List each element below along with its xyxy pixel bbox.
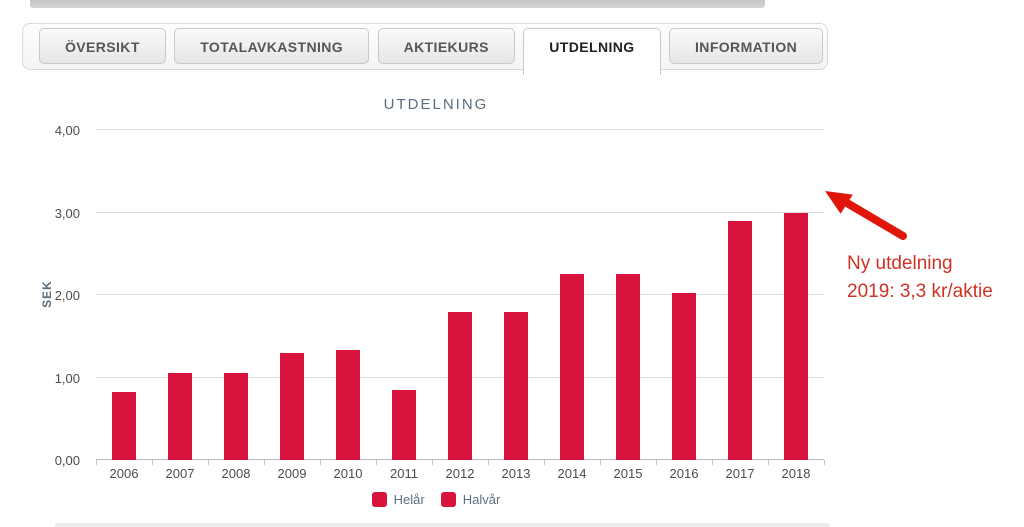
x-tick-label: 2016 bbox=[669, 466, 699, 481]
x-tick-label: 2009 bbox=[277, 466, 307, 481]
gridline bbox=[96, 211, 824, 213]
axis-tick bbox=[208, 460, 209, 465]
axis-tick bbox=[152, 460, 153, 465]
bar-2012 bbox=[448, 311, 472, 460]
axis-tick bbox=[376, 460, 377, 465]
x-tick-label: 2006 bbox=[109, 466, 139, 481]
legend-swatch bbox=[440, 492, 456, 507]
annotation-line-2: 2019: 3,3 kr/aktie bbox=[847, 281, 993, 302]
cropped-element-above bbox=[30, 0, 765, 8]
bar-2017 bbox=[728, 220, 752, 460]
gridline bbox=[96, 129, 824, 130]
x-tick-label: 2015 bbox=[613, 466, 643, 481]
bar-2011 bbox=[392, 389, 416, 460]
annotation-line-1: Ny utdelning bbox=[847, 253, 953, 274]
axis-tick bbox=[488, 460, 489, 465]
axis-tick bbox=[600, 460, 601, 465]
gridline bbox=[96, 294, 824, 295]
x-tick-label: 2008 bbox=[221, 466, 251, 481]
x-tick-label: 2018 bbox=[781, 466, 811, 481]
tab-bar: ÖVERSIKT TOTALAVKASTNING AKTIEKURS UTDEL… bbox=[22, 23, 828, 75]
axis-tick bbox=[264, 460, 265, 465]
axis-tick bbox=[544, 460, 545, 465]
chart-title: UTDELNING bbox=[383, 96, 489, 113]
x-tick-label: 2012 bbox=[445, 466, 475, 481]
legend-label: Halvår bbox=[462, 492, 501, 507]
x-tick-label: 2014 bbox=[557, 466, 587, 481]
legend-label: Helår bbox=[393, 492, 425, 507]
legend-item-halvår[interactable]: Halvår bbox=[440, 492, 501, 507]
bar-2015 bbox=[616, 274, 640, 460]
x-axis-labels: 2006 2007 2008 2009 2010 2011 2012 2013 2014 2015… bbox=[96, 466, 824, 484]
tab-utdelning[interactable]: UTDELNING bbox=[523, 28, 661, 75]
x-tick-label: 2013 bbox=[501, 466, 531, 481]
bar-2013 bbox=[504, 311, 528, 460]
x-tick-label: 2017 bbox=[725, 466, 755, 481]
tab-oversikt[interactable]: ÖVERSIKT bbox=[39, 28, 166, 64]
bar-2018 bbox=[784, 212, 808, 460]
axis-tick bbox=[96, 460, 97, 465]
bar-2006 bbox=[112, 392, 136, 460]
y-tick-label: 1,00 bbox=[54, 370, 80, 386]
plot-area bbox=[96, 129, 825, 465]
legend-swatch bbox=[371, 492, 387, 507]
tab-totalavkastning[interactable]: TOTALAVKASTNING bbox=[174, 28, 370, 64]
chart-legend: Helår Halvår bbox=[96, 492, 776, 507]
cropped-element-below bbox=[55, 523, 830, 527]
legend-item-helår[interactable]: Helår bbox=[371, 492, 425, 507]
bar-2007 bbox=[168, 373, 192, 460]
y-tick-label: 3,00 bbox=[54, 205, 80, 221]
bar-2014 bbox=[560, 274, 584, 460]
x-tick-label: 2010 bbox=[333, 466, 363, 481]
bar-2016 bbox=[672, 293, 696, 460]
x-tick-label: 2007 bbox=[165, 466, 195, 481]
tab-aktiekurs[interactable]: AKTIEKURS bbox=[377, 28, 515, 64]
bar-2009 bbox=[280, 352, 304, 460]
y-tick-label: 4,00 bbox=[54, 123, 80, 138]
axis-tick bbox=[824, 460, 825, 465]
axis-tick bbox=[320, 460, 321, 465]
axis-tick bbox=[768, 460, 769, 465]
tab-information[interactable]: INFORMATION bbox=[669, 28, 824, 64]
axis-tick bbox=[432, 460, 433, 465]
axis-tick bbox=[656, 460, 657, 465]
y-tick-label: 0,00 bbox=[54, 453, 80, 468]
bar-2008 bbox=[224, 373, 248, 460]
y-tick-label: 2,00 bbox=[54, 288, 80, 303]
axis-tick bbox=[712, 460, 713, 465]
x-tick-label: 2011 bbox=[390, 466, 418, 481]
annotation-arrow-icon bbox=[825, 191, 907, 240]
bar-2010 bbox=[336, 350, 360, 460]
annotation-text: Ny utdelning 2019: 3,3 kr/aktie bbox=[847, 250, 1024, 306]
y-axis-labels: 0,00 1,00 2,00 3,00 4,00 bbox=[0, 123, 86, 468]
